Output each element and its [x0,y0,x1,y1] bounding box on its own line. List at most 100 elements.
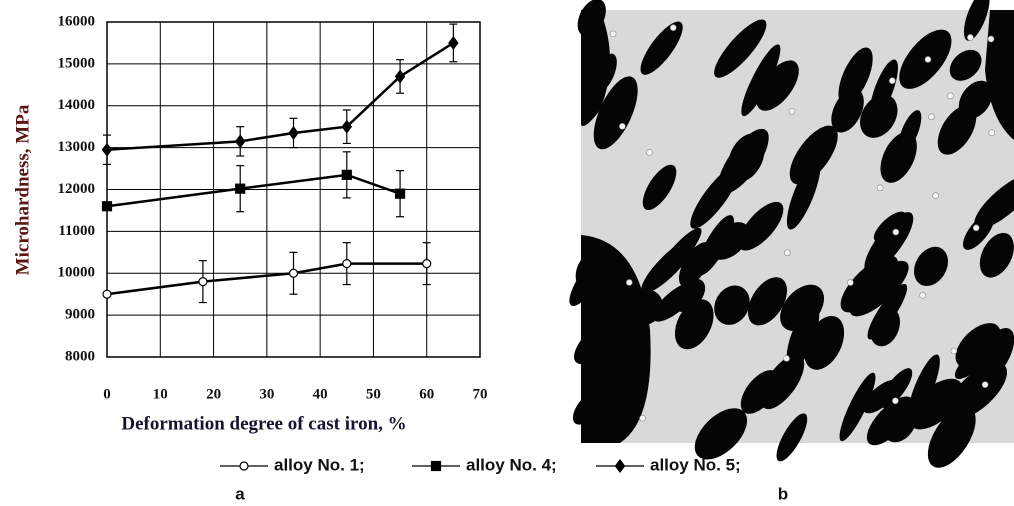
phase-particle [831,88,864,133]
phase-particle [974,328,1014,383]
inclusion [646,149,653,156]
y-tick-label: 15000 [58,55,96,71]
y-tick-label: 11000 [58,223,95,239]
inclusion [609,30,617,38]
phase-particle [714,19,767,78]
legend-label: alloy No. 5; [650,455,741,474]
inclusion [972,224,980,232]
inclusion [932,192,939,199]
marker [101,201,113,212]
phase-particle [786,304,820,370]
y-tick-label: 16000 [58,13,96,29]
y-tick-label: 13000 [58,139,96,155]
phase-particle [979,232,1014,278]
x-tick-label: 60 [419,386,434,402]
inclusion [625,279,633,286]
phase-particle [747,277,788,326]
phase-particle [756,60,799,111]
phase-particle [738,201,784,251]
phase-particle [674,299,714,350]
inclusion [888,77,896,84]
phase-particle [741,44,781,117]
x-axis-title: Deformation degree of cast iron, % [121,413,406,434]
marker [341,169,352,180]
plot-frame [106,21,481,358]
phase-particle [963,0,990,41]
x-tick-label: 20 [206,386,221,402]
panel-label: a [235,484,245,503]
phase-particle [914,246,948,287]
phase-particle [641,237,697,294]
phase-region [985,10,1014,140]
marker [342,259,352,269]
phase-particle [776,413,808,462]
panel-label: b [778,484,788,503]
inclusion [919,292,926,299]
marker [394,188,406,199]
marker [448,35,459,50]
inclusion [784,249,791,257]
x-tick-label: 70 [473,386,488,402]
legend-label: alloy No. 4; [466,455,557,474]
legend-item: alloy No. 4; [412,455,557,474]
marker [234,134,246,149]
inclusion [988,129,996,137]
phase-particle [740,370,780,414]
micrograph [569,0,1014,468]
marker [394,69,406,84]
inclusion [924,56,932,63]
phase-particle [840,255,899,313]
inclusion [967,34,974,41]
series-line [106,41,455,151]
inclusion [892,397,899,405]
phase-particle [694,408,748,460]
inclusion [619,123,626,130]
inclusion [669,24,677,31]
phase-particle [862,379,900,414]
phase-particle [974,173,1014,229]
phase-particle [642,164,677,211]
marker [288,125,299,140]
phase-region [581,235,651,443]
phase-particle [908,378,963,430]
inclusion [847,279,854,286]
legend-item: alloy No. 1; [220,455,365,474]
inclusion [639,414,646,422]
phase-particle [866,396,914,446]
phase-particle [640,21,683,75]
y-axis-title: Microhardness, MPa [12,104,33,275]
phase-particle [789,125,838,185]
inclusion [981,381,989,388]
inclusion [783,355,790,362]
inclusion [950,347,958,355]
x-tick-label: 50 [366,386,381,402]
x-tick-label: 10 [153,386,168,402]
x-tick-label: 0 [103,386,111,402]
inclusion [876,184,884,192]
phase-particle [869,59,898,120]
legend-marker [430,460,442,472]
phase-particle [718,128,769,194]
marker [288,268,299,278]
phase-particle [937,105,977,155]
phase-particle [838,47,873,106]
inclusion [788,108,796,115]
phase-particle [593,76,638,150]
series-line [106,173,401,208]
phase-particle [927,406,976,468]
inclusion [987,35,995,43]
marker [198,277,208,287]
phase-particle [864,212,914,274]
phase-particle [955,323,1001,368]
y-tick-label: 9000 [65,307,95,323]
phase-particle [714,285,750,325]
phase-particle [870,307,900,347]
phase-particle [949,49,982,81]
inclusion [947,92,954,100]
legend-label: alloy No. 1; [274,455,365,474]
inclusion [928,113,935,121]
x-tick-label: 40 [313,386,328,402]
y-tick-label: 10000 [58,265,96,281]
phase-particle [696,215,735,276]
